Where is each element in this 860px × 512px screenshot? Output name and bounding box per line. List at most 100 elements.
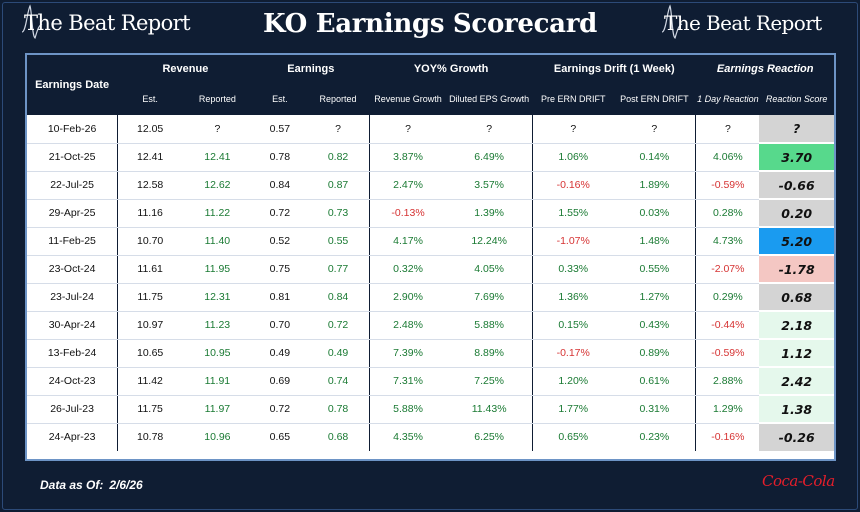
cell-earn-est: 0.65 — [269, 431, 291, 444]
subheader-eps-growth: Diluted EPS Growth — [446, 83, 534, 115]
cell-rev-rep: 11.40 — [182, 227, 253, 256]
cell-score: 1.38 — [759, 395, 834, 424]
cell-day-reaction: ? — [695, 115, 760, 144]
cell-date: 24-Oct-23 — [27, 367, 119, 396]
cell-pre-drift: -0.17% — [532, 339, 614, 368]
data-as-of: Data as Of: 2/6/26 — [40, 478, 143, 492]
cell-rev-growth: 7.39% — [369, 339, 447, 368]
subheader-revenue-est: Est. — [117, 83, 183, 115]
cell-date: 21-Oct-25 — [27, 143, 119, 172]
data-as-of-label: Data as Of: — [40, 478, 104, 492]
cell-earn-est: 0.49 — [252, 339, 308, 368]
cell-rev-rep: 11.97 — [182, 395, 253, 424]
cell-rev-rep: 10.95 — [182, 339, 253, 368]
cell-post-drift: 0.14% — [613, 143, 697, 172]
cell-date: 11-Feb-25 — [27, 227, 119, 256]
cell-day-reaction: 4.06% — [695, 143, 760, 172]
data-as-of-value: 2/6/26 — [109, 478, 143, 492]
cell-date: 26-Jul-23 — [27, 395, 119, 424]
cell-pre-drift: 1.77% — [532, 395, 614, 424]
table-row: 23-Jul-24 11.75 12.31 0.81 0.84 2.90% 7.69% 1.3… — [27, 283, 834, 312]
cell-eps-growth: 1.39% — [446, 199, 534, 228]
cell-rev-rep: 12.41 — [182, 143, 253, 172]
cell-rev-rep: 12.31 — [182, 283, 253, 312]
cell-date: 22-Jul-25 — [27, 171, 119, 200]
table-row: 11-Feb-25 10.70 11.40 0.52 0.55 4.17% 12.24% -1… — [27, 227, 834, 256]
cell-date: 23-Oct-24 — [27, 255, 119, 284]
header-earnings: Earnings — [252, 55, 371, 83]
logo-left-text: The Beat Report — [24, 11, 191, 35]
cell-date: 13-Feb-24 — [27, 339, 119, 368]
cell-score: 5.20 — [759, 227, 834, 256]
cell-rev-est: 10.70 — [117, 227, 183, 256]
cell-earn-est: 0.81 — [252, 283, 308, 312]
cell-earn-rep: 0.78 — [307, 395, 371, 424]
cell-date: 10-Feb-26 — [27, 115, 119, 144]
page-title: KO Earnings Scorecard — [263, 9, 597, 39]
subheader-pre-drift: Pre ERN DRIFT — [532, 83, 614, 115]
cell-day-reaction: -2.07% — [695, 255, 760, 284]
cell-rev-est: 11.16 — [117, 199, 183, 228]
cell-pre-drift: -1.07% — [532, 227, 614, 256]
cell-day-reaction: 0.29% — [695, 283, 760, 312]
cell-day-reaction: -0.16% — [711, 431, 745, 444]
cell-rev-growth: 3.87% — [369, 143, 447, 172]
cell-earn-rep: 0.74 — [307, 367, 371, 396]
cell-score: 2.18 — [759, 311, 834, 340]
cell-day-reaction: -0.44% — [695, 311, 760, 340]
cell-rev-growth: 5.88% — [369, 395, 447, 424]
cell-earn-est: 0.84 — [252, 171, 308, 200]
cell-pre-drift: -0.16% — [532, 171, 614, 200]
cell-eps-growth: 4.05% — [446, 255, 534, 284]
beat-report-logo-right: The Beat Report — [661, 4, 822, 39]
cell-earn-rep: 0.73 — [307, 199, 371, 228]
cell-eps-growth: ? — [446, 115, 534, 144]
cell-eps-growth: 6.49% — [446, 143, 534, 172]
cell-rev-rep: 11.23 — [182, 311, 253, 340]
cell-rev-growth: 2.48% — [369, 311, 447, 340]
cell-day-reaction: -0.59% — [695, 171, 760, 200]
subheader-earnings-est: Est. — [252, 83, 308, 115]
cell-rev-est: 10.97 — [117, 311, 183, 340]
cell-rev-est: 12.58 — [117, 171, 183, 200]
subheader-earnings-reported: Reported — [307, 83, 371, 115]
table-row: 26-Jul-23 11.75 11.97 0.72 0.78 5.88% 11.43% 1.… — [27, 395, 834, 424]
subheader-1-day-reaction: 1 Day Reaction — [695, 83, 760, 115]
cell-pre-drift: 0.33% — [532, 255, 614, 284]
cell-score: 0.20 — [759, 199, 834, 228]
cell-pre-drift: ? — [532, 115, 614, 144]
cell-eps-growth: 8.89% — [446, 339, 534, 368]
subheader-reaction-score: Reaction Score — [759, 83, 834, 115]
cell-score: -1.78 — [759, 255, 834, 284]
cell-score: 0.68 — [759, 283, 834, 312]
cell-rev-est: 10.78 — [137, 431, 164, 444]
cell-eps-growth: 5.88% — [446, 311, 534, 340]
cell-post-drift: 0.43% — [613, 311, 697, 340]
table-row: 30-Apr-24 10.97 11.23 0.70 0.72 2.48% 5.88% 0.1… — [27, 311, 834, 340]
cell-rev-rep: 12.62 — [182, 171, 253, 200]
cell-post-drift: 1.48% — [613, 227, 697, 256]
cell-pre-drift: 1.55% — [532, 199, 614, 228]
cell-earn-rep: 0.77 — [307, 255, 371, 284]
cell-earn-rep: 0.87 — [307, 171, 371, 200]
beat-logo-icon — [21, 4, 43, 39]
cell-post-drift: 0.61% — [613, 367, 697, 396]
cell-eps-growth: 11.43% — [446, 395, 534, 424]
cell-score: 2.42 — [759, 367, 834, 396]
cell-earn-rep: 0.72 — [307, 311, 371, 340]
cell-eps-growth: 7.69% — [446, 283, 534, 312]
coca-cola-logo: Coca-Cola — [762, 472, 835, 490]
cell-score: -0.66 — [759, 171, 834, 200]
cell-eps-growth: 7.25% — [446, 367, 534, 396]
cell-rev-est: 11.75 — [117, 283, 183, 312]
cell-earn-est: 0.75 — [252, 255, 308, 284]
table-row: 23-Oct-24 11.61 11.95 0.75 0.77 0.32% 4.05% 0.3… — [27, 255, 834, 284]
cell-score: ? — [759, 115, 834, 144]
cell-post-drift: 1.27% — [613, 283, 697, 312]
table-row: 24-Oct-23 11.42 11.91 0.69 0.74 7.31% 7.25% 1.2… — [27, 367, 834, 396]
cell-rev-growth: 2.47% — [369, 171, 447, 200]
cell-day-reaction: 4.73% — [695, 227, 760, 256]
header-earnings-date: Earnings Date — [27, 55, 119, 115]
cell-day-reaction: 2.88% — [695, 367, 760, 396]
